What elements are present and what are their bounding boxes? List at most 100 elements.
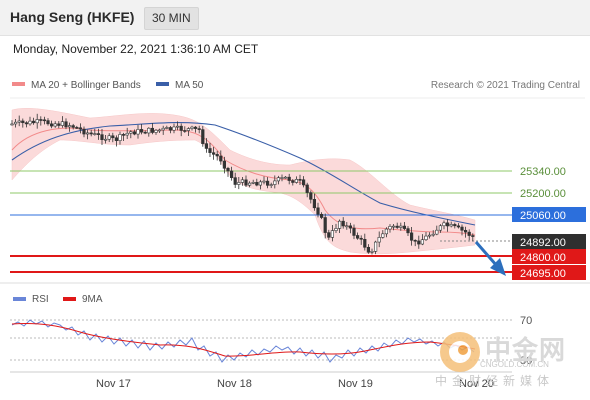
candle-body: [226, 167, 230, 172]
rsi-legend-label: RSI: [32, 294, 49, 305]
candle-body: [409, 232, 414, 241]
candle-body: [10, 123, 14, 126]
x-tick-nov18: Nov 18: [217, 378, 252, 390]
candle-body: [125, 132, 129, 136]
candle-body: [86, 132, 90, 135]
ma50-line: [11, 122, 476, 226]
candle-body: [201, 129, 205, 144]
interval-button[interactable]: 30 MIN: [144, 7, 199, 30]
candle-body: [327, 232, 331, 238]
candle-body: [309, 192, 313, 200]
candle-body: [233, 177, 237, 185]
legend-ma20-bollinger: MA 20 + Bollinger Bands: [12, 80, 141, 91]
legend-ma50: MA 50: [156, 80, 203, 91]
candle-body: [319, 213, 324, 218]
candle-body: [154, 129, 158, 133]
candle-body: [413, 239, 417, 242]
forecast-arrow-head: [490, 258, 506, 276]
candle-body: [312, 199, 317, 209]
candle-body: [370, 251, 374, 253]
candle-body: [78, 127, 82, 130]
level-text-25200: 25200.00: [520, 188, 566, 200]
watermark-logo-dot: [458, 345, 468, 355]
candle-body: [190, 126, 194, 129]
candle-body: [463, 229, 468, 233]
level-text-24892: 24892.00: [520, 237, 566, 249]
candle-body: [129, 131, 133, 134]
candle-body: [64, 121, 68, 128]
candle-body: [377, 237, 381, 243]
candle-body: [114, 137, 118, 141]
candle-body: [323, 217, 327, 233]
candle-body: [75, 127, 79, 129]
candle-body: [301, 179, 306, 186]
level-badge-24800: 24800.00: [512, 249, 586, 264]
rsi-ma-legend-label: 9MA: [82, 294, 103, 305]
candle-body: [352, 227, 356, 236]
watermark-brand: 中金网: [485, 336, 567, 366]
candle-body: [240, 179, 245, 183]
candle-body: [348, 225, 353, 229]
candle-body: [330, 230, 335, 238]
level-label-25200: 25200.00: [520, 188, 566, 200]
candle-body: [208, 148, 212, 153]
candle-body: [122, 134, 126, 136]
candle-body: [42, 119, 46, 122]
candle-body: [395, 225, 399, 228]
candle-body: [445, 222, 450, 227]
candle-body: [269, 184, 273, 186]
candle-body: [161, 127, 165, 131]
candle-body: [449, 224, 453, 227]
candle-body: [68, 125, 72, 128]
candle-body: [212, 152, 216, 155]
candle-body: [111, 135, 115, 139]
candle-body: [467, 231, 471, 236]
level-badge-25060: 25060.00: [512, 207, 586, 222]
candle-body: [222, 160, 227, 169]
candle-body: [219, 155, 223, 162]
candle-body: [453, 224, 457, 227]
level-badge-bg-24695: [512, 265, 586, 280]
candle-body: [215, 154, 219, 157]
candle-body: [49, 123, 54, 127]
candle-body: [104, 138, 108, 141]
chart-datetime: Monday, November 22, 2021 1:36:10 AM CET: [13, 42, 259, 56]
candle-body: [287, 176, 291, 181]
candle-body: [53, 123, 57, 127]
level-badge-24695: 24695.00: [512, 265, 586, 280]
candle-body: [373, 241, 378, 252]
legend-label-ma50: MA 50: [175, 80, 204, 91]
candle-body: [435, 229, 439, 235]
candle-body: [471, 235, 475, 237]
candle-body: [431, 233, 435, 236]
candle-body: [417, 240, 421, 245]
candle-body: [150, 127, 155, 133]
candle-body: [237, 182, 241, 185]
candle-body: [204, 143, 209, 149]
candle-body: [39, 119, 43, 121]
candle-body: [388, 226, 392, 230]
candle-body: [158, 129, 162, 132]
candle-body: [420, 239, 425, 245]
forecast-arrow: [474, 241, 506, 276]
chart-header: [0, 0, 590, 36]
candle-body: [334, 228, 338, 231]
candlestick-series: [10, 113, 475, 255]
watermark-logo: [440, 332, 480, 372]
candle-body: [262, 180, 266, 183]
candle-body: [14, 121, 18, 125]
candle-body: [140, 129, 144, 133]
candle-body: [21, 120, 25, 123]
rsi-ma-swatch: [63, 297, 76, 301]
candle-body: [406, 228, 410, 234]
candle-body: [28, 120, 32, 125]
candle-body: [179, 125, 183, 131]
candle-body: [427, 234, 432, 237]
candle-body: [255, 182, 259, 186]
candle-body: [391, 225, 396, 228]
rsi-legend: RSI 9MA: [13, 294, 103, 305]
legend-label-ma20: MA 20 + Bollinger Bands: [31, 80, 141, 91]
candle-body: [168, 127, 173, 131]
candle-body: [82, 128, 86, 135]
candle-body: [136, 129, 140, 135]
